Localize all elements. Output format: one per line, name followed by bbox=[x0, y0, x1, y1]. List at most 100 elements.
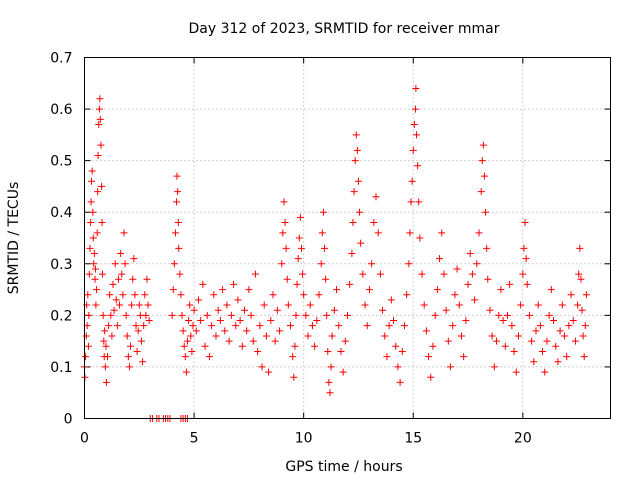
data-point bbox=[536, 322, 544, 330]
data-point bbox=[133, 347, 141, 355]
data-point bbox=[216, 317, 224, 325]
data-point bbox=[534, 301, 542, 309]
data-point bbox=[425, 353, 433, 361]
data-point bbox=[178, 311, 186, 319]
data-point bbox=[514, 332, 522, 340]
data-point bbox=[403, 291, 411, 299]
data-point bbox=[95, 105, 103, 113]
y-axis-label: SRMTID / TECUs bbox=[6, 182, 22, 295]
data-point bbox=[565, 322, 573, 330]
data-point bbox=[418, 270, 426, 278]
data-point bbox=[96, 95, 104, 103]
data-point bbox=[408, 177, 416, 185]
data-point bbox=[112, 296, 120, 304]
data-point bbox=[543, 337, 551, 345]
data-point bbox=[480, 172, 488, 180]
data-point bbox=[413, 131, 421, 139]
plot-frame bbox=[84, 57, 611, 419]
data-point bbox=[145, 317, 153, 325]
data-point bbox=[192, 327, 200, 335]
data-point bbox=[499, 317, 507, 325]
data-point bbox=[420, 301, 428, 309]
data-point bbox=[260, 301, 268, 309]
data-point bbox=[299, 270, 307, 278]
data-point bbox=[107, 311, 115, 319]
y-tick-label: 0.3 bbox=[50, 257, 72, 273]
data-point bbox=[528, 337, 536, 345]
data-point bbox=[578, 306, 586, 314]
data-point bbox=[381, 332, 389, 340]
data-point bbox=[173, 172, 181, 180]
data-point bbox=[116, 301, 124, 309]
y-tick-label: 0.4 bbox=[50, 205, 72, 221]
data-point bbox=[352, 131, 360, 139]
data-point bbox=[554, 358, 562, 366]
data-point bbox=[129, 275, 137, 283]
data-point bbox=[122, 311, 130, 319]
data-point bbox=[400, 322, 408, 330]
data-point bbox=[269, 291, 277, 299]
data-point bbox=[131, 291, 139, 299]
y-tick-label: 0 bbox=[64, 412, 73, 428]
data-point bbox=[101, 327, 109, 335]
data-point bbox=[581, 322, 589, 330]
data-point bbox=[311, 342, 319, 350]
data-point bbox=[497, 286, 505, 294]
x-axis-label: GPS time / hours bbox=[285, 459, 402, 475]
x-tick-label: 10 bbox=[295, 431, 313, 447]
data-point bbox=[574, 301, 582, 309]
chart-title: Day 312 of 2023, SRMTID for receiver mma… bbox=[188, 21, 499, 37]
data-point bbox=[181, 353, 189, 361]
data-point bbox=[473, 260, 481, 268]
data-point bbox=[182, 368, 190, 376]
data-point bbox=[94, 151, 102, 159]
data-point bbox=[436, 255, 444, 263]
data-point bbox=[541, 368, 549, 376]
data-point bbox=[482, 208, 490, 216]
data-point bbox=[262, 332, 270, 340]
data-point bbox=[582, 291, 590, 299]
y-tick-label: 0.1 bbox=[50, 360, 72, 376]
data-point bbox=[545, 311, 553, 319]
data-point bbox=[238, 342, 246, 350]
data-point bbox=[563, 353, 571, 361]
data-point bbox=[245, 286, 253, 294]
x-axis-ticks: 0 5 10 15 20 bbox=[80, 57, 532, 447]
data-point bbox=[394, 363, 402, 371]
data-point bbox=[130, 255, 138, 263]
data-point bbox=[427, 373, 435, 381]
data-point bbox=[98, 182, 106, 190]
data-point bbox=[317, 260, 325, 268]
data-point bbox=[189, 322, 197, 330]
data-point bbox=[460, 353, 468, 361]
data-point bbox=[254, 347, 262, 355]
data-point bbox=[104, 353, 112, 361]
data-point bbox=[510, 347, 518, 355]
data-point bbox=[383, 353, 391, 361]
data-point bbox=[466, 249, 474, 257]
data-point bbox=[111, 260, 119, 268]
data-point bbox=[327, 363, 335, 371]
data-point bbox=[349, 219, 357, 227]
data-point bbox=[297, 244, 305, 252]
data-point bbox=[236, 317, 244, 325]
data-point bbox=[372, 193, 380, 201]
data-point bbox=[267, 317, 275, 325]
data-point bbox=[523, 280, 531, 288]
data-point bbox=[532, 327, 540, 335]
data-point bbox=[170, 260, 178, 268]
data-point bbox=[508, 322, 516, 330]
data-point bbox=[124, 353, 132, 361]
data-point bbox=[313, 317, 321, 325]
data-point bbox=[558, 301, 566, 309]
data-point bbox=[477, 188, 485, 196]
y-tick-label: 0.5 bbox=[50, 154, 72, 170]
data-point bbox=[139, 358, 147, 366]
data-point bbox=[320, 244, 328, 252]
data-point bbox=[575, 270, 583, 278]
data-points bbox=[81, 84, 590, 422]
y-tick-label: 0.6 bbox=[50, 102, 72, 118]
data-point bbox=[478, 157, 486, 165]
data-point bbox=[142, 311, 150, 319]
